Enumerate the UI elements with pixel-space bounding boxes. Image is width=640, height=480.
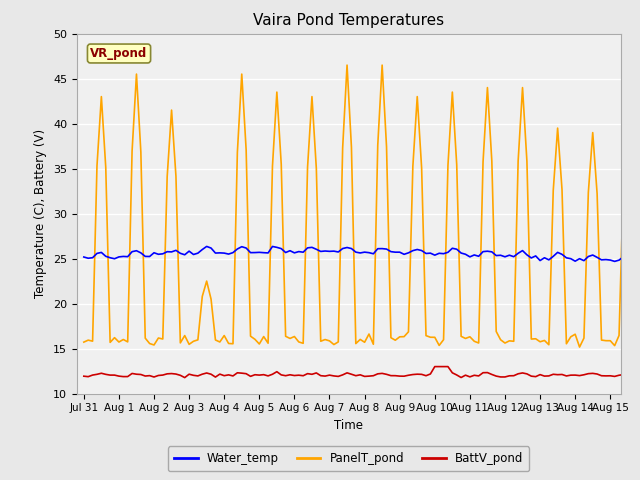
Title: Vaira Pond Temperatures: Vaira Pond Temperatures: [253, 13, 444, 28]
X-axis label: Time: Time: [334, 419, 364, 432]
Y-axis label: Temperature (C), Battery (V): Temperature (C), Battery (V): [35, 129, 47, 298]
Text: VR_pond: VR_pond: [90, 47, 148, 60]
Legend: Water_temp, PanelT_pond, BattV_pond: Water_temp, PanelT_pond, BattV_pond: [168, 446, 529, 471]
